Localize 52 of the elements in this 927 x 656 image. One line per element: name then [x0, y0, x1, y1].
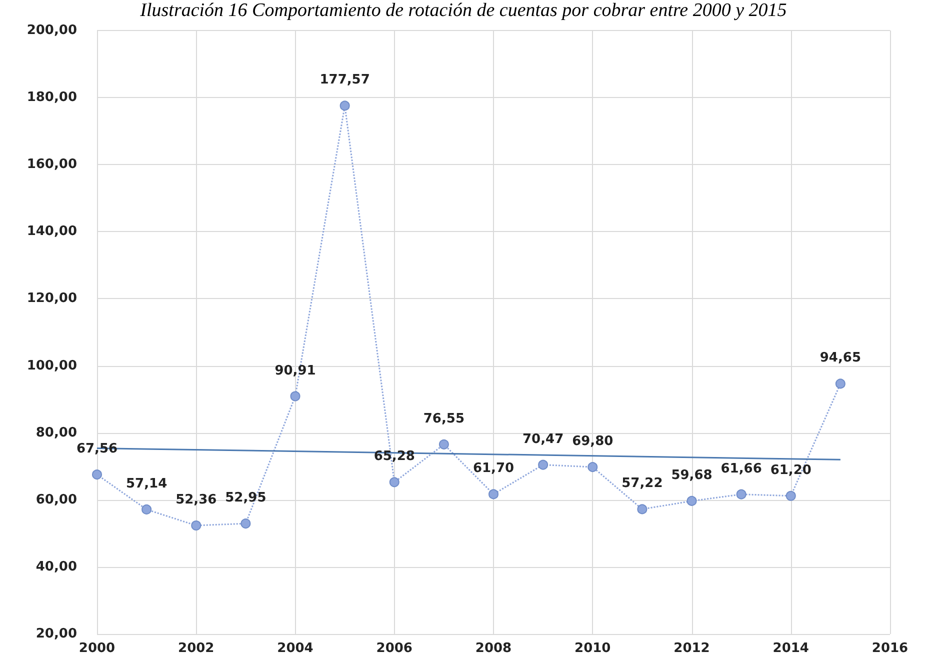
- data-label: 57,14: [126, 476, 168, 492]
- y-tick-label: 200,00: [26, 23, 77, 38]
- data-label: 90,91: [274, 363, 316, 378]
- data-label: 65,28: [374, 449, 415, 464]
- y-tick-label: 20,00: [36, 626, 77, 642]
- point: [488, 489, 498, 500]
- point: [637, 504, 648, 514]
- point: [191, 520, 202, 530]
- x-tick-label: 2010: [574, 641, 611, 656]
- y-tick-label: 120,00: [26, 291, 77, 306]
- y-tick-label: 40,00: [36, 559, 77, 574]
- x-tick-label: 2012: [674, 641, 710, 656]
- x-tick-label: 2016: [872, 641, 908, 656]
- x-tick-label: 2002: [178, 641, 214, 656]
- point: [92, 470, 102, 480]
- data-label: 69,80: [572, 434, 614, 450]
- data-label: 67,56: [76, 442, 118, 457]
- x-tick-label: 2000: [78, 641, 116, 656]
- data-label: 52,95: [225, 490, 266, 506]
- data-label: 52,36: [176, 492, 217, 508]
- point: [340, 100, 350, 111]
- data-label: 94,65: [820, 350, 861, 366]
- point: [290, 391, 300, 402]
- y-tick-label: 140,00: [26, 224, 77, 240]
- data-label: 61,70: [472, 461, 514, 476]
- data-label: 76,55: [423, 411, 464, 426]
- x-tick-label: 2006: [376, 641, 412, 656]
- point: [686, 496, 697, 506]
- y-tick-label: 100,00: [26, 358, 77, 374]
- point: [736, 489, 746, 500]
- y-tick-label: 180,00: [26, 90, 77, 106]
- point: [786, 490, 796, 501]
- x-tick-label: 2014: [772, 641, 809, 656]
- point: [240, 518, 251, 529]
- point: [142, 504, 152, 514]
- data-label: 59,68: [671, 468, 712, 483]
- point: [835, 378, 846, 389]
- y-tick-label: 80,00: [36, 425, 77, 440]
- point: [438, 439, 449, 450]
- data-label: 61,66: [720, 461, 762, 476]
- x-tick-label: 2004: [277, 641, 314, 656]
- data-label: 70,47: [522, 432, 564, 447]
- point: [389, 477, 400, 488]
- y-tick-label: 60,00: [36, 492, 77, 508]
- y-tick-label: 160,00: [26, 157, 77, 172]
- point: [538, 460, 548, 470]
- data-label: 57,22: [622, 476, 663, 492]
- point: [588, 462, 598, 472]
- data-label: 177,57: [320, 72, 370, 88]
- data-label: 61,20: [770, 462, 812, 478]
- x-tick-label: 2008: [475, 641, 512, 656]
- chart-title: Ilustración 16 Comportamiento de rotación de cuentas por cobrar entre 2000 y 2015: [139, 0, 788, 22]
